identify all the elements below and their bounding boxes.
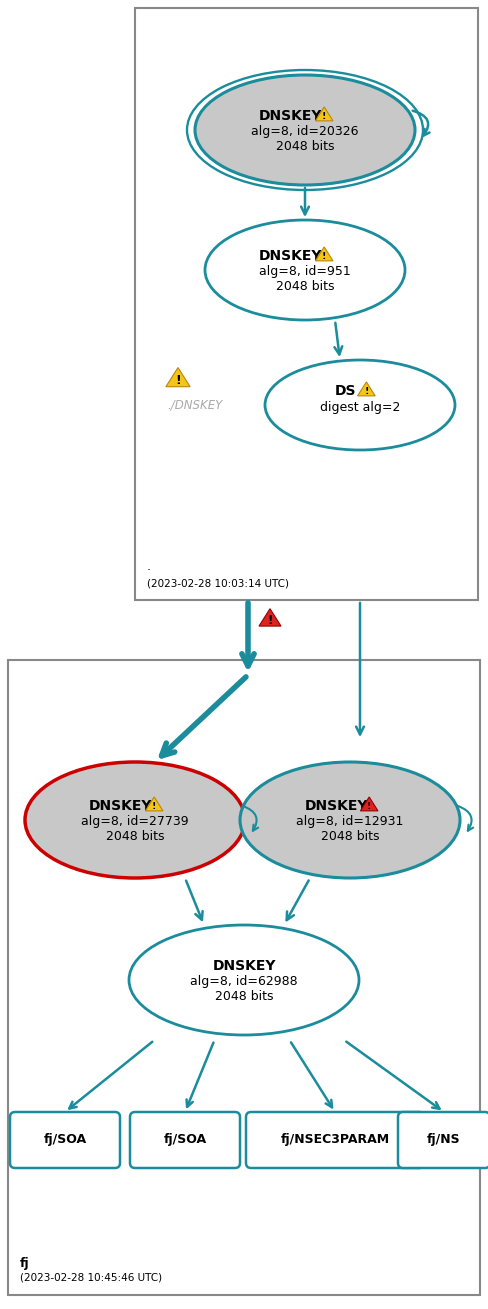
Text: (2023-02-28 10:03:14 UTC): (2023-02-28 10:03:14 UTC) — [147, 579, 289, 588]
Ellipse shape — [265, 360, 455, 450]
Ellipse shape — [195, 75, 415, 185]
Text: 2048 bits: 2048 bits — [321, 830, 379, 843]
Text: DNSKEY: DNSKEY — [259, 249, 323, 263]
Polygon shape — [361, 797, 378, 810]
Ellipse shape — [240, 762, 460, 878]
Text: 2048 bits: 2048 bits — [215, 990, 273, 1003]
Polygon shape — [166, 368, 190, 386]
Text: DNSKEY: DNSKEY — [259, 109, 323, 123]
Text: fj/SOA: fj/SOA — [163, 1134, 206, 1147]
FancyBboxPatch shape — [398, 1113, 488, 1168]
Text: (2023-02-28 10:45:46 UTC): (2023-02-28 10:45:46 UTC) — [20, 1272, 162, 1283]
Text: alg=8, id=27739: alg=8, id=27739 — [81, 816, 189, 829]
Text: fj: fj — [20, 1257, 30, 1270]
Text: 2048 bits: 2048 bits — [276, 140, 334, 153]
Text: DNSKEY: DNSKEY — [212, 959, 276, 973]
Text: 2048 bits: 2048 bits — [276, 280, 334, 292]
Text: !: ! — [367, 802, 371, 812]
Text: alg=8, id=951: alg=8, id=951 — [259, 266, 351, 279]
FancyBboxPatch shape — [130, 1113, 240, 1168]
Text: !: ! — [322, 253, 326, 262]
Polygon shape — [259, 609, 281, 626]
Text: alg=8, id=12931: alg=8, id=12931 — [296, 816, 404, 829]
Ellipse shape — [205, 220, 405, 319]
Text: DS: DS — [335, 384, 357, 398]
Text: fj/NSEC3PARAM: fj/NSEC3PARAM — [281, 1134, 389, 1147]
Text: ./DNSKEY: ./DNSKEY — [167, 398, 223, 411]
Ellipse shape — [25, 762, 245, 878]
Text: 2048 bits: 2048 bits — [106, 830, 164, 843]
Text: DNSKEY: DNSKEY — [89, 798, 153, 813]
Text: alg=8, id=62988: alg=8, id=62988 — [190, 975, 298, 988]
Polygon shape — [358, 382, 375, 395]
Text: !: ! — [152, 802, 156, 812]
Text: alg=8, id=20326: alg=8, id=20326 — [251, 126, 359, 139]
Text: DNSKEY: DNSKEY — [304, 798, 368, 813]
Text: !: ! — [364, 387, 368, 397]
Text: .: . — [147, 560, 151, 573]
Polygon shape — [315, 107, 333, 120]
Text: digest alg=2: digest alg=2 — [320, 401, 400, 414]
Bar — [135, 8, 478, 600]
Text: !: ! — [267, 614, 273, 627]
Text: fj/NS: fj/NS — [427, 1134, 461, 1147]
FancyBboxPatch shape — [10, 1113, 120, 1168]
Polygon shape — [315, 247, 333, 260]
Bar — [8, 660, 480, 1295]
Text: !: ! — [175, 374, 181, 387]
Polygon shape — [145, 797, 163, 810]
FancyBboxPatch shape — [246, 1113, 424, 1168]
Text: !: ! — [322, 113, 326, 122]
Text: fj/SOA: fj/SOA — [43, 1134, 86, 1147]
Ellipse shape — [129, 925, 359, 1035]
